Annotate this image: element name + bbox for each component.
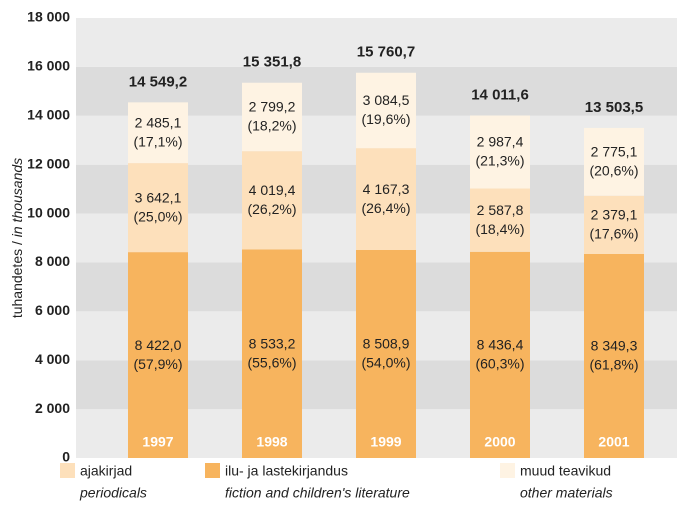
share-label: (55,6%) — [247, 354, 296, 370]
share-label: (54,0%) — [361, 355, 410, 371]
bar-segment — [242, 151, 302, 250]
y-tick-label: 8 000 — [35, 253, 70, 269]
value-label: 8 508,9 — [363, 336, 410, 352]
x-tick-label: 1997 — [142, 434, 173, 450]
bar-segment — [356, 148, 416, 251]
y-label-et: tuhandetes / — [9, 237, 25, 318]
value-label: 4 019,4 — [249, 182, 296, 198]
y-label-en: in thousands — [9, 158, 25, 237]
legend-swatch — [500, 463, 515, 478]
bar-segment — [470, 251, 530, 458]
bar-segment — [584, 253, 644, 458]
value-label: 3 084,5 — [363, 92, 410, 108]
bar-segment — [584, 127, 644, 196]
y-tick-label: 18 000 — [27, 9, 70, 25]
legend-swatch — [60, 463, 75, 478]
share-label: (61,8%) — [589, 357, 638, 373]
y-tick-label: 2 000 — [35, 400, 70, 416]
bar-segment — [584, 195, 644, 254]
y-tick-label: 12 000 — [27, 155, 70, 171]
value-label: 8 422,0 — [135, 337, 182, 353]
y-tick-label: 14 000 — [27, 106, 70, 122]
share-label: (17,6%) — [589, 226, 638, 242]
y-tick-label: 16 000 — [27, 58, 70, 74]
bar-segment — [242, 82, 302, 152]
bar-segment — [242, 249, 302, 458]
share-label: (26,2%) — [247, 201, 296, 217]
share-label: (19,6%) — [361, 111, 410, 127]
total-label: 14 549,2 — [129, 73, 187, 90]
legend-swatch — [205, 463, 220, 478]
value-label: 2 485,1 — [135, 114, 182, 130]
legend-label-en: periodicals — [79, 485, 147, 501]
value-label: 2 587,8 — [477, 202, 524, 218]
value-label: 8 436,4 — [477, 337, 524, 353]
bar-segment — [470, 188, 530, 252]
share-label: (26,4%) — [361, 200, 410, 216]
share-label: (60,3%) — [475, 356, 524, 372]
share-label: (17,1%) — [133, 133, 182, 149]
bar-segment — [128, 163, 188, 253]
y-tick-label: 10 000 — [27, 204, 70, 220]
bar-segment — [356, 250, 416, 458]
x-tick-label: 1998 — [256, 434, 287, 450]
legend-label: ajakirjad — [80, 463, 132, 479]
y-tick-label: 4 000 — [35, 351, 70, 367]
total-label: 15 760,7 — [357, 44, 415, 61]
y-tick-label: 6 000 — [35, 302, 70, 318]
value-label: 8 533,2 — [249, 335, 296, 351]
y-tick-label: 0 — [62, 449, 70, 465]
share-label: (25,0%) — [133, 208, 182, 224]
value-label: 2 379,1 — [591, 207, 638, 223]
share-label: (21,3%) — [475, 153, 524, 169]
y-axis-label: tuhandetes / in thousands — [9, 158, 25, 318]
legend-label: ilu- ja lastekirjandus — [225, 463, 348, 479]
legend-label-en: fiction and children's literature — [225, 485, 410, 501]
bar-segment — [356, 72, 416, 149]
value-label: 2 775,1 — [591, 144, 638, 160]
share-label: (57,9%) — [133, 356, 182, 372]
bar-segment — [128, 102, 188, 164]
grid-band — [76, 18, 677, 67]
share-label: (18,4%) — [475, 221, 524, 237]
value-label: 2 799,2 — [249, 99, 296, 115]
value-label: 3 642,1 — [135, 189, 182, 205]
x-tick-label: 1999 — [370, 434, 401, 450]
value-label: 4 167,3 — [363, 181, 410, 197]
bar-segment — [128, 252, 188, 458]
value-label: 2 987,4 — [477, 134, 524, 150]
bar-segment — [470, 115, 530, 189]
legend-label: muud teavikud — [520, 463, 611, 479]
total-label: 15 351,8 — [243, 54, 301, 71]
total-label: 14 011,6 — [471, 86, 529, 103]
value-label: 8 349,3 — [591, 338, 638, 354]
x-tick-label: 2001 — [598, 434, 629, 450]
legend-label-en: other materials — [520, 485, 613, 501]
x-tick-label: 2000 — [484, 434, 515, 450]
share-label: (18,2%) — [247, 118, 296, 134]
share-label: (20,6%) — [589, 163, 638, 179]
total-label: 13 503,5 — [585, 99, 643, 116]
